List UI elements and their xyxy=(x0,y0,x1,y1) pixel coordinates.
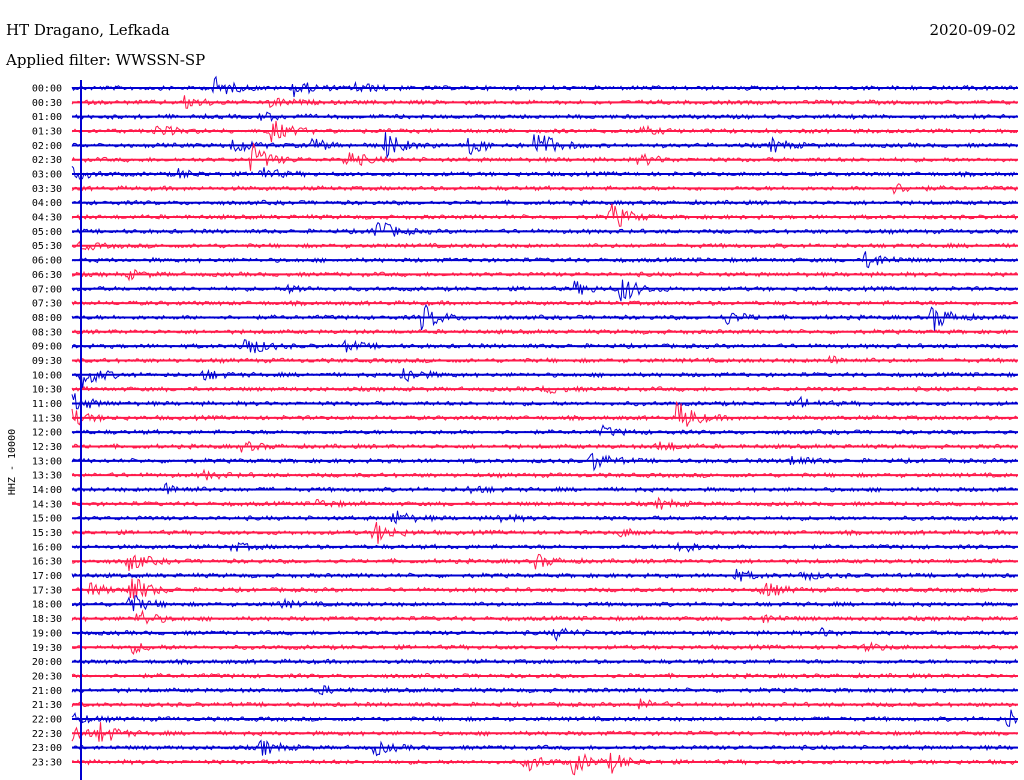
row-time-label: 02:30 xyxy=(32,155,62,166)
seismic-trace xyxy=(71,510,1018,525)
seismic-trace xyxy=(71,641,1018,655)
seismic-trace xyxy=(71,251,1018,269)
row-time-label: 11:00 xyxy=(32,399,62,410)
row-time-label: 00:00 xyxy=(32,84,62,95)
row-time-label: 18:30 xyxy=(32,614,62,625)
row-time-label: 09:30 xyxy=(32,356,62,367)
row-time-label: 17:30 xyxy=(32,585,62,596)
row-time-label: 06:00 xyxy=(32,256,62,267)
seismic-trace xyxy=(71,553,1018,571)
row-time-label: 19:30 xyxy=(32,643,62,654)
seismic-trace xyxy=(71,627,1018,642)
seismic-trace xyxy=(71,658,1018,666)
row-time-label: 16:30 xyxy=(32,557,62,568)
seismic-trace xyxy=(71,468,1018,481)
row-time-label: 20:00 xyxy=(32,657,62,668)
seismic-trace xyxy=(71,75,1018,98)
station-title: HT Dragano, Lefkada xyxy=(6,21,170,39)
seismic-trace xyxy=(71,424,1018,437)
row-time-label: 15:30 xyxy=(32,528,62,539)
row-time-label: 16:00 xyxy=(32,542,62,553)
row-time-label: 14:00 xyxy=(32,485,62,496)
row-time-label: 12:30 xyxy=(32,442,62,453)
row-time-label: 02:00 xyxy=(32,141,62,152)
row-time-label: 04:30 xyxy=(32,213,62,224)
seismic-trace xyxy=(71,578,1018,599)
row-time-label: 23:30 xyxy=(32,757,62,768)
seismic-trace xyxy=(71,368,1018,390)
seismic-trace xyxy=(71,393,1018,410)
row-time-label: 01:30 xyxy=(32,127,62,138)
row-time-label: 19:00 xyxy=(32,628,62,639)
seismic-trace xyxy=(71,142,1018,171)
row-time-label: 15:00 xyxy=(32,514,62,525)
row-time-label: 18:00 xyxy=(32,600,62,611)
row-time-label: 20:30 xyxy=(32,671,62,682)
row-time-label: 07:30 xyxy=(32,299,62,310)
seismic-trace xyxy=(71,752,1018,776)
row-time-label: 00:30 xyxy=(32,98,62,109)
seismic-trace xyxy=(71,400,1018,427)
row-time-label: 13:30 xyxy=(32,471,62,482)
row-time-label: 10:30 xyxy=(32,385,62,396)
seismic-trace xyxy=(71,165,1018,180)
seismic-trace xyxy=(71,609,1018,625)
seismic-trace xyxy=(71,111,1018,123)
row-time-label: 21:00 xyxy=(32,686,62,697)
row-time-label: 08:30 xyxy=(32,327,62,338)
row-time-label: 06:30 xyxy=(32,270,62,281)
row-time-label: 03:00 xyxy=(32,170,62,181)
seismic-trace xyxy=(71,203,1018,227)
filter-label: Applied filter: WWSSN-SP xyxy=(6,51,206,69)
row-time-label: 23:00 xyxy=(32,743,62,754)
row-time-label: 22:00 xyxy=(32,714,62,725)
row-time-label: 22:30 xyxy=(32,729,62,740)
row-time-label: 09:00 xyxy=(32,342,62,353)
row-time-label: 01:00 xyxy=(32,112,62,123)
row-time-label: 03:30 xyxy=(32,184,62,195)
row-time-label: 08:00 xyxy=(32,313,62,324)
row-time-label: 11:30 xyxy=(32,413,62,424)
seismic-trace xyxy=(71,521,1018,544)
row-time-label: 12:00 xyxy=(32,428,62,439)
row-time-label: 13:00 xyxy=(32,456,62,467)
row-time-label: 17:00 xyxy=(32,571,62,582)
seismic-trace xyxy=(71,709,1018,727)
trace-rows: 00:00 00:30 01:00 01:30 02:00 02:30 03:00 03:30… xyxy=(32,75,1018,776)
y-axis-label: HHZ - 10000 xyxy=(7,429,18,495)
row-time-label: 14:30 xyxy=(32,499,62,510)
row-time-label: 07:00 xyxy=(32,284,62,295)
row-time-label: 04:00 xyxy=(32,198,62,209)
date-label: 2020-09-02 xyxy=(929,21,1016,39)
seismic-trace xyxy=(71,299,1018,307)
row-time-label: 05:00 xyxy=(32,227,62,238)
row-time-label: 21:30 xyxy=(32,700,62,711)
seismic-trace xyxy=(71,722,1018,742)
row-time-label: 05:30 xyxy=(32,241,62,252)
seismic-trace xyxy=(71,279,1018,302)
seismic-trace xyxy=(71,221,1018,237)
row-time-label: 10:00 xyxy=(32,370,62,381)
